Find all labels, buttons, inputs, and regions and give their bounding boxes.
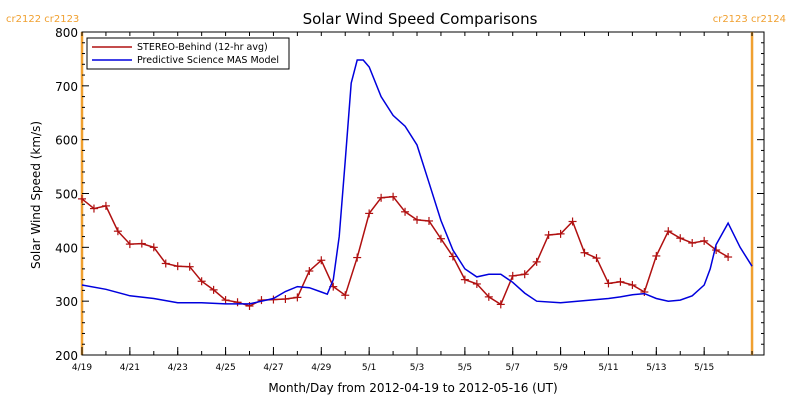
data-point [436,234,445,243]
x-tick-label: 4/21 [120,363,140,373]
carrington-markers [80,32,754,355]
data-point [460,275,469,284]
plot-frame [81,31,765,356]
data-point [137,239,146,248]
data-point [317,256,326,265]
data-point [149,243,158,252]
x-tick-label: 4/23 [168,363,188,373]
data-point [389,192,398,201]
legend-label-mas-model: Predictive Science MAS Model [137,55,279,66]
data-point [281,295,290,304]
data-point [209,285,218,294]
data-point [448,252,457,261]
data-point [724,253,733,262]
x-tick-label: 5/7 [505,363,519,373]
x-tick-label: 5/1 [362,363,376,373]
data-point [544,230,553,239]
data-point [628,281,637,290]
x-tick-label: 5/15 [694,363,714,373]
y-tick-label: 600 [55,134,78,148]
y-tick-label: 700 [55,80,78,94]
data-point [532,257,541,266]
data-point [556,229,565,238]
data-point [161,259,170,268]
data-point [78,194,86,203]
data-point [365,209,374,218]
data-point [616,277,625,286]
x-tick-label: 4/29 [311,363,331,373]
data-point [424,216,433,225]
x-tick-label: 5/9 [553,363,568,373]
data-point [652,251,661,260]
data-point [496,300,505,309]
data-point [604,279,613,288]
data-point [413,215,422,224]
series-layer [78,59,753,311]
data-point [173,262,182,271]
x-tick-label: 4/27 [263,363,283,373]
carrington-label-right: cr2123 cr2124 [713,14,786,25]
data-point [197,277,206,286]
data-point [233,298,242,307]
data-point [401,207,410,216]
data-point [472,279,481,288]
data-point [341,291,350,300]
data-point [185,262,194,271]
data-point [568,217,577,226]
y-tick-label: 300 [55,295,78,309]
data-point [688,239,697,248]
data-point [592,254,601,263]
x-tick-label: 5/11 [598,363,618,373]
data-point [508,271,517,280]
y-tick-label: 200 [55,349,78,363]
x-tick-label: 4/19 [72,363,92,373]
data-point [700,236,709,245]
data-point [640,288,649,297]
data-point [125,240,134,249]
data-point [520,270,529,279]
data-point [377,193,386,202]
x-tick-label: 5/5 [458,363,472,373]
y-tick-label: 400 [55,241,78,255]
x-tick-label: 5/3 [410,363,424,373]
data-point [664,227,673,236]
legend: STEREO-Behind (12-hr avg) Predictive Sci… [86,37,290,70]
carrington-label-left: cr2122 cr2123 [6,14,79,25]
chart-title: Solar Wind Speed Comparisons [303,10,538,28]
y-tick-label: 500 [55,188,78,202]
data-point [676,234,685,243]
y-axis-label: Solar Wind Speed (km/s) [29,121,43,269]
x-tick-label: 4/25 [215,363,235,373]
data-point [113,227,122,236]
data-point [293,293,302,302]
legend-box [86,37,290,70]
y-axis: 200 300 400 500 600 700 800 [55,26,764,363]
x-axis: 4/19 4/21 4/23 4/25 4/27 4/29 5/1 5/3 5/5 5/7 5/9 5… [72,32,753,373]
data-point [221,296,230,305]
data-point [484,292,493,301]
series-line-1 [81,59,753,305]
data-point [580,248,589,257]
data-point [353,253,362,262]
data-point [305,267,314,276]
y-tick-label: 800 [55,26,78,40]
data-point [89,204,98,213]
x-tick-label: 5/13 [646,363,666,373]
data-point [101,201,110,210]
legend-label-stereo: STEREO-Behind (12-hr avg) [137,42,268,53]
x-axis-label: Month/Day from 2012-04-19 to 2012-05-16 … [268,381,557,395]
